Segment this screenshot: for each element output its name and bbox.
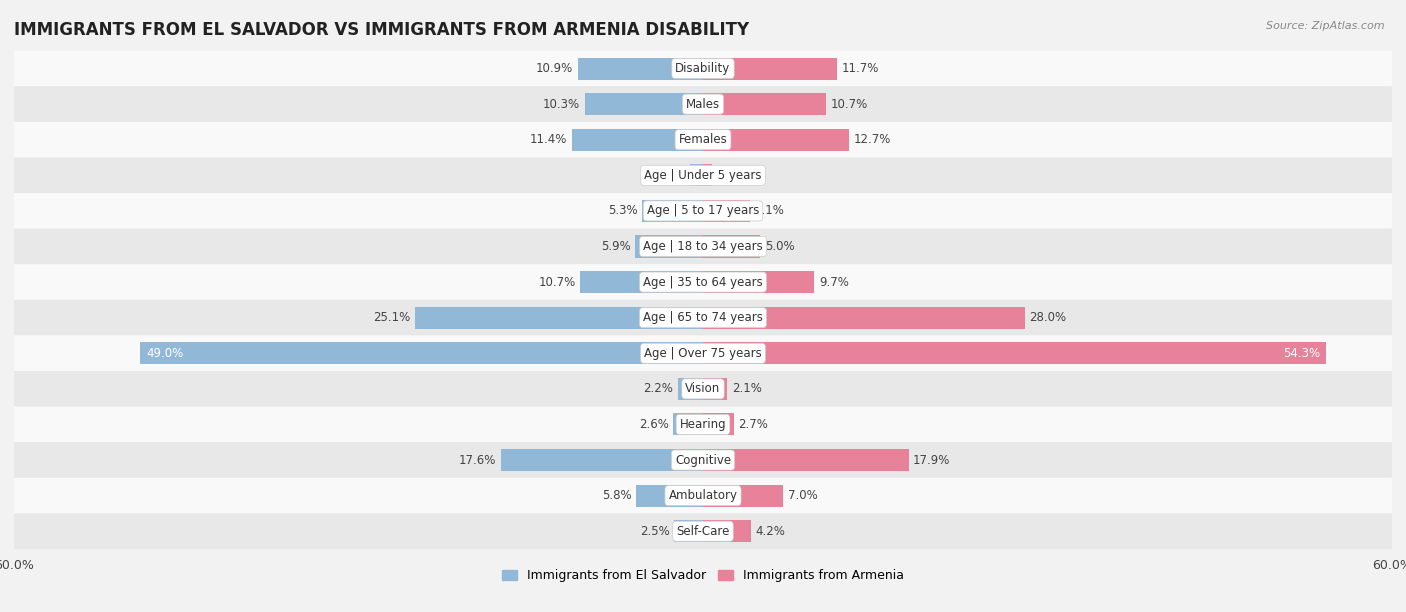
Text: Age | Over 75 years: Age | Over 75 years	[644, 347, 762, 360]
Bar	[703, 271, 814, 293]
FancyBboxPatch shape	[14, 157, 1392, 193]
Text: 2.1%: 2.1%	[731, 382, 762, 395]
Text: Age | 65 to 74 years: Age | 65 to 74 years	[643, 311, 763, 324]
FancyBboxPatch shape	[14, 478, 1392, 513]
Bar	[675, 520, 703, 542]
Text: 5.9%: 5.9%	[600, 240, 631, 253]
FancyBboxPatch shape	[14, 122, 1392, 157]
Text: 2.5%: 2.5%	[640, 524, 669, 538]
Bar	[585, 93, 703, 115]
Bar	[703, 449, 908, 471]
Bar	[703, 200, 749, 222]
Bar	[141, 342, 703, 364]
Bar	[572, 129, 703, 151]
Text: 10.9%: 10.9%	[536, 62, 574, 75]
Text: 1.1%: 1.1%	[657, 169, 686, 182]
FancyBboxPatch shape	[14, 193, 1392, 229]
Bar	[415, 307, 703, 329]
Legend: Immigrants from El Salvador, Immigrants from Armenia: Immigrants from El Salvador, Immigrants …	[496, 564, 910, 587]
Text: 10.3%: 10.3%	[543, 98, 581, 111]
Text: IMMIGRANTS FROM EL SALVADOR VS IMMIGRANTS FROM ARMENIA DISABILITY: IMMIGRANTS FROM EL SALVADOR VS IMMIGRANT…	[14, 21, 749, 39]
Text: 4.1%: 4.1%	[755, 204, 785, 217]
Text: Age | 5 to 17 years: Age | 5 to 17 years	[647, 204, 759, 217]
Text: 10.7%: 10.7%	[831, 98, 868, 111]
Text: 17.6%: 17.6%	[458, 453, 496, 466]
Text: Self-Care: Self-Care	[676, 524, 730, 538]
Bar	[703, 342, 1326, 364]
Bar	[690, 164, 703, 186]
Text: 25.1%: 25.1%	[373, 311, 411, 324]
Bar	[643, 200, 703, 222]
Bar	[703, 129, 849, 151]
Text: 4.2%: 4.2%	[756, 524, 786, 538]
Text: Vision: Vision	[685, 382, 721, 395]
Bar	[581, 271, 703, 293]
FancyBboxPatch shape	[14, 229, 1392, 264]
Text: Cognitive: Cognitive	[675, 453, 731, 466]
Text: 10.7%: 10.7%	[538, 275, 575, 289]
Text: Females: Females	[679, 133, 727, 146]
Text: 12.7%: 12.7%	[853, 133, 891, 146]
Bar	[703, 164, 711, 186]
Bar	[678, 378, 703, 400]
Text: 7.0%: 7.0%	[787, 489, 818, 502]
Bar	[637, 485, 703, 507]
Text: Disability: Disability	[675, 62, 731, 75]
Text: 11.7%: 11.7%	[842, 62, 879, 75]
FancyBboxPatch shape	[14, 51, 1392, 86]
FancyBboxPatch shape	[14, 406, 1392, 442]
Bar	[703, 58, 838, 80]
Bar	[636, 236, 703, 258]
Text: 9.7%: 9.7%	[818, 275, 849, 289]
Text: Age | 35 to 64 years: Age | 35 to 64 years	[643, 275, 763, 289]
Bar	[703, 307, 1025, 329]
FancyBboxPatch shape	[14, 335, 1392, 371]
Bar	[703, 414, 734, 436]
FancyBboxPatch shape	[14, 300, 1392, 335]
FancyBboxPatch shape	[14, 513, 1392, 549]
Text: Age | Under 5 years: Age | Under 5 years	[644, 169, 762, 182]
Bar	[501, 449, 703, 471]
Text: 0.76%: 0.76%	[716, 169, 754, 182]
Text: Hearing: Hearing	[679, 418, 727, 431]
Bar	[703, 236, 761, 258]
Text: 11.4%: 11.4%	[530, 133, 568, 146]
FancyBboxPatch shape	[14, 264, 1392, 300]
Bar	[703, 93, 825, 115]
Text: 2.6%: 2.6%	[638, 418, 669, 431]
Text: Ambulatory: Ambulatory	[668, 489, 738, 502]
Bar	[703, 378, 727, 400]
Text: 17.9%: 17.9%	[912, 453, 950, 466]
Text: 5.3%: 5.3%	[607, 204, 637, 217]
Bar	[703, 485, 783, 507]
Text: Males: Males	[686, 98, 720, 111]
Text: Age | 18 to 34 years: Age | 18 to 34 years	[643, 240, 763, 253]
Bar	[703, 520, 751, 542]
Text: 5.0%: 5.0%	[765, 240, 794, 253]
Text: 49.0%: 49.0%	[146, 347, 183, 360]
Bar	[578, 58, 703, 80]
Text: 5.8%: 5.8%	[602, 489, 631, 502]
Text: 28.0%: 28.0%	[1029, 311, 1066, 324]
Text: 2.7%: 2.7%	[738, 418, 769, 431]
Text: 2.2%: 2.2%	[644, 382, 673, 395]
FancyBboxPatch shape	[14, 86, 1392, 122]
FancyBboxPatch shape	[14, 371, 1392, 406]
Text: 54.3%: 54.3%	[1284, 347, 1320, 360]
Bar	[673, 414, 703, 436]
Text: Source: ZipAtlas.com: Source: ZipAtlas.com	[1267, 21, 1385, 31]
FancyBboxPatch shape	[14, 442, 1392, 478]
